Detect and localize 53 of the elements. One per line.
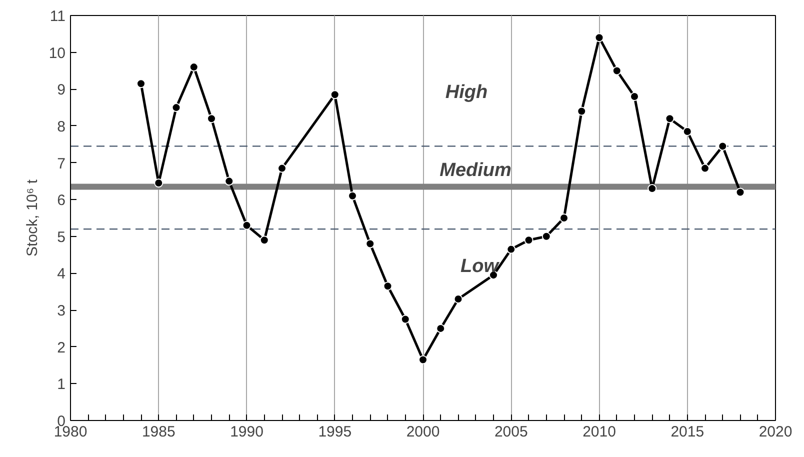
point [330,90,340,100]
annotation: Medium [440,160,512,181]
point [594,33,604,42]
point [418,355,428,364]
x-tick-label: 2005 [494,424,528,440]
point [682,126,692,136]
point [560,214,568,222]
point [136,79,146,88]
x-tick-label: 2000 [406,424,440,440]
y-tick-label: 11 [50,8,66,25]
point [400,314,410,324]
y-axis-title: Stock, 10⁶ t [24,178,41,257]
y-tick-label: 3 [57,302,66,320]
point [665,114,674,124]
point [348,191,357,200]
point [524,236,534,245]
point [718,142,728,151]
x-tick-label: 2020 [758,424,792,440]
point [260,236,269,245]
point [506,244,516,254]
y-tick-label: 8 [57,118,66,136]
y-tick-label: 2 [57,339,66,356]
point [172,103,181,112]
point [577,106,586,116]
point [700,164,710,173]
y-tick-label: 4 [57,266,66,283]
y-tick-label: 9 [57,82,66,99]
point [454,294,463,304]
point [154,178,164,188]
point [630,92,639,101]
point [542,232,551,241]
y-tick-label: 5 [57,228,66,246]
x-tick-label: 1985 [142,424,176,440]
point [189,62,198,72]
point [366,239,375,248]
point [383,282,392,291]
point [224,176,234,186]
point [278,164,286,173]
x-tick-label: 1990 [230,424,264,440]
y-tick-label: 10 [48,44,66,62]
annotation: Low [460,256,500,277]
point [612,66,622,76]
point [436,324,446,333]
point [242,220,252,230]
annotation: High [445,82,488,103]
x-tick-label: 2010 [582,424,616,440]
y-tick-label: 7 [57,155,66,172]
point [736,188,745,197]
y-tick-label: 6 [57,192,66,210]
point [207,114,216,124]
x-tick-label: 1995 [318,424,352,440]
y-tick-label: 1 [57,376,66,394]
x-tick-label: 2015 [670,424,704,440]
